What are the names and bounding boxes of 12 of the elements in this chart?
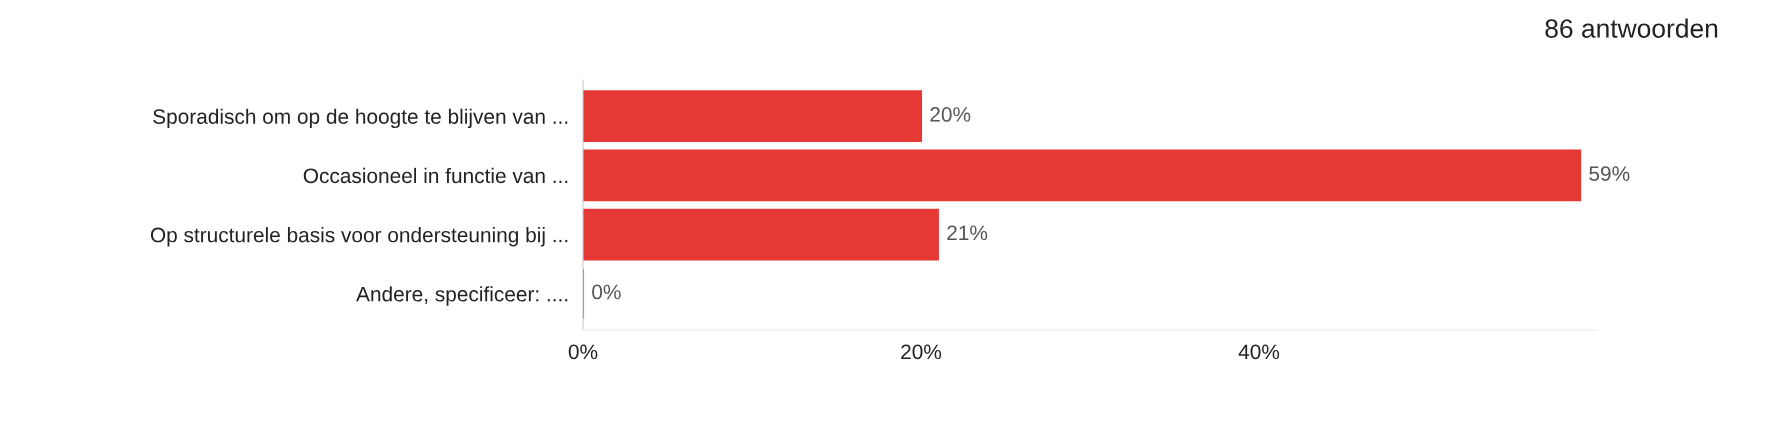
y-tick-label: Occasioneel in functie van ... — [303, 167, 568, 184]
x-tick-label: 20% — [901, 344, 942, 360]
x-tick-label: 0% — [568, 344, 598, 360]
x-tick-label: 40% — [1238, 344, 1280, 360]
y-tick-label: Op structurele basis voor ondersteuning bij ... — [150, 227, 568, 247]
data-label: 59% — [1589, 166, 1630, 181]
data-label: 0% — [592, 284, 621, 300]
data-label: 21% — [947, 225, 988, 241]
chart-title: 86 antwoorden — [1545, 18, 1718, 38]
data-label: 20% — [930, 107, 971, 122]
y-tick-label: Andere, specificeer: .... — [356, 286, 568, 306]
y-tick-label: Sporadisch om op de hoogte te blijven van ... — [153, 108, 568, 129]
